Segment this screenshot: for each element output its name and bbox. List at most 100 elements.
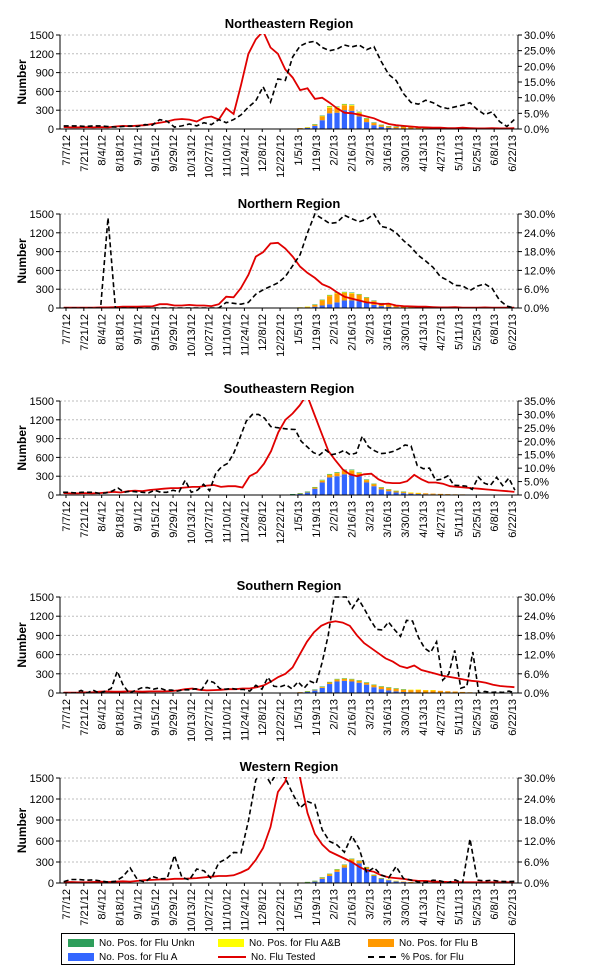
y-axis-label: Number xyxy=(15,59,29,105)
y2-tick-label: 30.0% xyxy=(524,592,555,604)
line-pct-positive xyxy=(63,777,515,883)
line-pct-positive xyxy=(63,413,516,495)
bar-b xyxy=(400,689,407,693)
bar-ab xyxy=(304,306,311,308)
y-axis-label: Number xyxy=(15,238,29,284)
bar-ab xyxy=(408,689,414,691)
bar-a xyxy=(304,691,311,693)
bar-b xyxy=(334,107,340,113)
bar-b xyxy=(327,682,333,685)
y-tick-label: 300 xyxy=(36,284,54,296)
bar-ab xyxy=(356,294,362,295)
y-tick-label: 1500 xyxy=(30,396,54,408)
bar-unkn xyxy=(356,293,362,295)
y2-tick-label: 12.0% xyxy=(524,265,555,277)
bar-unkn xyxy=(363,297,370,298)
y2-tick-label: 18.0% xyxy=(524,247,555,259)
bar-a xyxy=(341,867,347,883)
y-tick-label: 600 xyxy=(36,650,54,662)
x-tick-label: 7/7/12 xyxy=(61,135,73,166)
x-tick-label: 9/15/12 xyxy=(150,699,162,736)
x-tick-label: 6/8/13 xyxy=(489,699,501,730)
bar-a xyxy=(356,116,362,129)
x-tick-label: 3/16/13 xyxy=(382,889,394,926)
legend-swatch-pct xyxy=(368,956,396,958)
bar-unkn xyxy=(378,877,384,879)
bar-b xyxy=(319,300,325,306)
x-tick-label: 10/13/12 xyxy=(186,699,198,742)
legend-label-tested: No. Flu Tested xyxy=(251,951,316,963)
y2-tick-label: 30.0% xyxy=(524,30,555,42)
x-tick-label: 1/5/13 xyxy=(293,501,305,532)
bar-b xyxy=(408,492,414,494)
bar-ab xyxy=(327,682,333,683)
y2-tick-label: 35.0% xyxy=(524,396,555,408)
bar-unkn xyxy=(378,686,384,687)
y-axis-label: Number xyxy=(15,808,29,854)
x-tick-label: 5/11/13 xyxy=(453,501,465,537)
bar-ab xyxy=(341,104,347,106)
bar-unkn xyxy=(341,864,347,866)
bar-ab xyxy=(319,115,325,117)
x-tick-label: 10/13/12 xyxy=(186,314,198,357)
bar-unkn xyxy=(341,103,347,105)
x-tick-label: 3/16/13 xyxy=(382,135,394,172)
chart-title: Western Region xyxy=(240,759,339,774)
y-tick-label: 900 xyxy=(36,815,54,827)
bar-a xyxy=(319,305,325,308)
x-tick-label: 9/1/12 xyxy=(132,699,144,730)
chart-title: Southern Region xyxy=(237,578,342,593)
y-tick-label: 900 xyxy=(36,247,54,259)
legend-swatch-b xyxy=(368,939,394,947)
x-tick-label: 8/18/12 xyxy=(115,135,127,172)
legend-swatch-tested xyxy=(218,956,246,958)
x-tick-label: 7/21/12 xyxy=(79,314,91,351)
x-tick-label: 3/2/13 xyxy=(364,699,376,730)
bar-ab xyxy=(327,295,333,297)
chart-panel-2: Northern Region 0 300 600 900 1200 1500 0.0% 6.0… xyxy=(15,196,555,357)
bar-ab xyxy=(356,111,362,113)
bar-a xyxy=(378,489,384,495)
bar-a xyxy=(334,681,340,693)
bar-unkn xyxy=(341,291,347,293)
bar-b xyxy=(393,688,399,692)
bar-b xyxy=(445,691,451,693)
x-tick-label: 7/7/12 xyxy=(61,699,73,730)
x-tick-label: 12/22/12 xyxy=(275,135,287,178)
x-tick-label: 11/10/12 xyxy=(222,699,234,741)
bar-b xyxy=(400,881,407,883)
y-tick-label: 1500 xyxy=(30,30,54,42)
bar-unkn xyxy=(371,300,377,302)
x-tick-label: 9/1/12 xyxy=(132,501,144,532)
y-tick-label: 0 xyxy=(48,688,54,700)
x-tick-label: 8/4/12 xyxy=(97,314,109,345)
x-tick-label: 3/2/13 xyxy=(364,314,376,345)
legend-swatch-unkn xyxy=(68,939,94,947)
bar-b xyxy=(349,470,355,475)
bar-b xyxy=(415,127,421,129)
bar-a xyxy=(393,881,399,883)
bar-a xyxy=(363,122,370,129)
bar-b xyxy=(297,692,303,693)
bar-b xyxy=(319,877,325,879)
x-tick-label: 3/16/13 xyxy=(382,314,394,351)
bar-a xyxy=(349,681,355,693)
y2-tick-label: 25.0% xyxy=(524,46,555,58)
y-tick-label: 900 xyxy=(36,630,54,642)
bar-unkn xyxy=(393,688,399,689)
bar-unkn xyxy=(349,104,355,106)
x-tick-label: 4/13/13 xyxy=(418,699,430,736)
bar-a xyxy=(363,684,370,693)
y2-tick-label: 18.0% xyxy=(524,815,555,827)
y2-tick-label: 12.0% xyxy=(524,836,555,848)
x-tick-label: 2/2/13 xyxy=(329,889,341,920)
y-axis-label: Number xyxy=(15,425,29,471)
x-tick-label: 6/8/13 xyxy=(489,889,501,920)
bar-unkn xyxy=(312,124,318,125)
x-tick-label: 5/11/13 xyxy=(453,889,465,925)
bar-a xyxy=(304,492,311,495)
y-tick-label: 600 xyxy=(36,836,54,848)
bar-b xyxy=(378,487,384,490)
x-tick-label: 6/22/13 xyxy=(507,314,519,351)
bar-b xyxy=(327,474,333,478)
